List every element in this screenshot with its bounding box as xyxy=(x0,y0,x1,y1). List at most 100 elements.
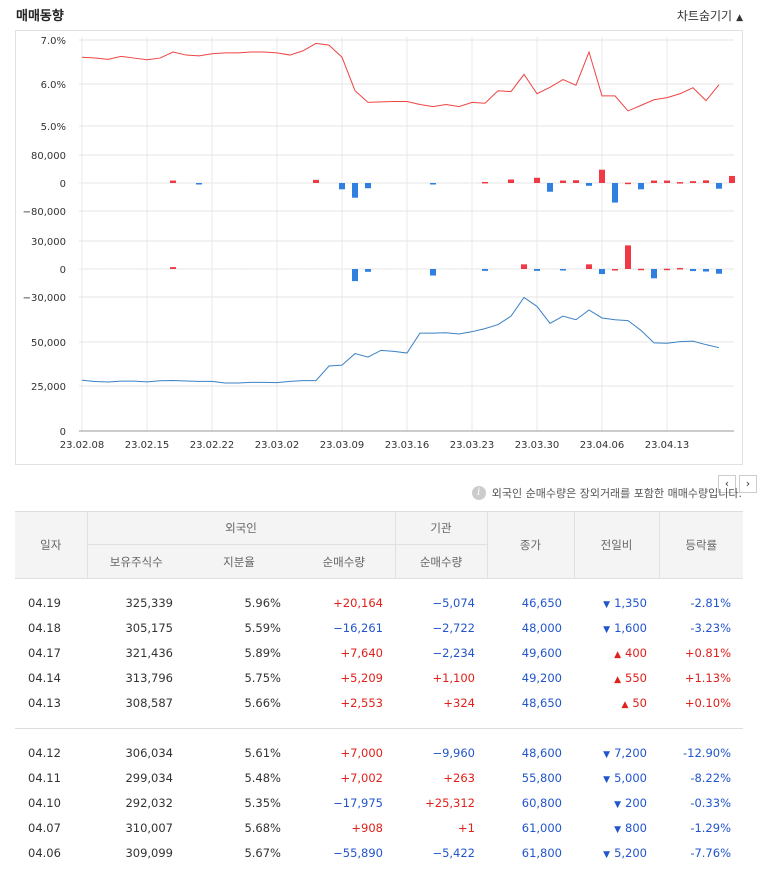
header-date: 일자 xyxy=(15,511,87,579)
cell-ratio: 5.35% xyxy=(244,796,281,810)
cell-ratio: 5.68% xyxy=(244,821,281,835)
cell-change: ▲ 400 xyxy=(574,641,659,666)
net-buy-bar xyxy=(521,264,527,269)
cell-change: ▼ 800 xyxy=(574,816,659,841)
net-buy-bar xyxy=(508,179,514,183)
net-buy-bar xyxy=(586,183,592,186)
cell-rate: +0.81% xyxy=(684,646,731,660)
cell-holdings: 299,034 xyxy=(125,771,173,785)
cell-date: 04.11 xyxy=(28,771,61,785)
net-buy-bar xyxy=(430,183,436,185)
y-tick-label: 0 xyxy=(60,265,66,276)
cell-close: 49,600 xyxy=(521,646,562,660)
net-buy-bar xyxy=(534,269,540,271)
table-row: 04.10 292,032 5.35% −17,975 +25,312 60,800 ▼ 20… xyxy=(15,791,743,816)
cell-foreign-net: −55,890 xyxy=(333,846,383,860)
cell-date: 04.07 xyxy=(28,821,61,835)
net-buy-bar xyxy=(729,175,735,183)
triangle-down-icon: ▼ xyxy=(603,600,611,610)
net-buy-bar xyxy=(560,180,566,183)
cell-close: 55,800 xyxy=(521,771,562,785)
cell-close: 46,650 xyxy=(521,596,562,610)
header-holdings: 보유주식수 xyxy=(86,544,185,579)
cell-holdings: 309,099 xyxy=(125,846,173,860)
net-buy-bar xyxy=(638,268,644,271)
cell-inst-net: −5,074 xyxy=(432,596,475,610)
cell-ratio: 5.59% xyxy=(244,621,281,635)
table-row: 04.12 306,034 5.61% +7,000 −9,960 48,600 ▼ 7,20… xyxy=(15,741,743,766)
cell-close: 49,200 xyxy=(521,671,562,685)
hide-chart-button[interactable]: 차트숨기기 ▲ xyxy=(677,7,743,24)
y-tick-label: 5.0% xyxy=(41,122,66,133)
table-row: 04.14 313,796 5.75% +5,209 +1,100 49,200 ▲ 550 +… xyxy=(15,666,743,691)
triangle-down-icon: ▼ xyxy=(614,825,622,835)
cell-foreign-net: +7,000 xyxy=(340,746,383,760)
cell-change: ▲ 550 xyxy=(574,666,659,691)
net-buy-bar xyxy=(430,269,436,276)
cell-ratio: 5.66% xyxy=(244,696,281,710)
net-buy-bar xyxy=(703,180,709,183)
cell-inst-net: −9,960 xyxy=(432,746,475,760)
cell-rate: -8.22% xyxy=(690,771,731,785)
cell-rate: -2.81% xyxy=(690,596,731,610)
cell-holdings: 313,796 xyxy=(125,671,173,685)
net-buy-bar xyxy=(170,180,176,183)
net-buy-bar xyxy=(677,182,683,184)
net-buy-bar xyxy=(196,183,202,185)
cell-rate: -3.23% xyxy=(690,621,731,635)
table-row: 04.18 305,175 5.59% −16,261 −2,722 48,000 ▼ 1,6… xyxy=(15,616,743,641)
net-buy-bar xyxy=(599,269,605,275)
cell-change-value: 5,200 xyxy=(614,846,647,860)
cell-date: 04.14 xyxy=(28,671,61,685)
net-buy-bar xyxy=(365,269,371,272)
y-tick-label: −30,000 xyxy=(23,293,66,304)
net-buy-bar xyxy=(170,267,176,269)
cell-close: 48,600 xyxy=(521,746,562,760)
cell-change: ▲ 50 xyxy=(574,691,659,716)
holdings-line xyxy=(81,296,720,384)
cell-ratio: 5.75% xyxy=(244,671,281,685)
cell-holdings: 292,032 xyxy=(125,796,173,810)
chevron-right-icon: › xyxy=(745,477,751,490)
net-buy-bar xyxy=(612,183,618,203)
triangle-up-icon: ▲ xyxy=(614,650,622,660)
cell-rate: -1.29% xyxy=(690,821,731,835)
triangle-up-icon: ▲ xyxy=(621,700,629,710)
table-row: 04.17 321,436 5.89% +7,640 −2,234 49,600 ▲ 400 +… xyxy=(15,641,743,666)
table-row: 04.06 309,099 5.67% −55,890 −5,422 61,800 ▼ 5,2… xyxy=(15,841,743,866)
x-tick-label: 23.03.30 xyxy=(515,440,560,451)
section-title: 매매동향 xyxy=(16,9,64,24)
net-buy-bar xyxy=(339,183,345,190)
triangle-up-icon: ▲ xyxy=(736,13,743,23)
cell-ratio: 5.61% xyxy=(244,746,281,760)
cell-change: ▼ 1,350 xyxy=(574,591,659,616)
net-buy-bar xyxy=(716,183,722,189)
cell-inst-net: +1 xyxy=(458,821,475,835)
chart-next-button[interactable]: › xyxy=(739,475,757,493)
x-tick-label: 23.03.09 xyxy=(320,440,365,451)
net-buy-bar xyxy=(690,269,696,272)
y-tick-label: 50,000 xyxy=(31,338,66,349)
cell-holdings: 325,339 xyxy=(125,596,173,610)
header-foreign: 외국인 xyxy=(86,511,395,545)
cell-holdings: 308,587 xyxy=(125,696,173,710)
y-tick-label: 30,000 xyxy=(31,237,66,248)
cell-close: 48,650 xyxy=(521,696,562,710)
cell-foreign-net: +7,640 xyxy=(340,646,383,660)
net-buy-bar xyxy=(651,269,657,279)
triangle-down-icon: ▼ xyxy=(614,800,622,810)
cell-rate: +0.10% xyxy=(684,696,731,710)
net-buy-bar xyxy=(352,183,358,198)
net-buy-bar xyxy=(703,269,709,272)
cell-date: 04.17 xyxy=(28,646,61,660)
cell-close: 48,000 xyxy=(521,621,562,635)
hide-chart-label: 차트숨기기 xyxy=(676,9,733,23)
net-buy-bar xyxy=(677,267,683,270)
cell-ratio: 5.96% xyxy=(244,596,281,610)
net-buy-bar xyxy=(599,169,605,183)
x-tick-label: 23.03.23 xyxy=(450,440,495,451)
y-tick-label: 6.0% xyxy=(41,80,66,91)
cell-inst-net: −2,234 xyxy=(432,646,475,660)
chart-prev-button[interactable]: ‹ xyxy=(718,475,736,493)
y-tick-label: 0 xyxy=(60,427,66,438)
